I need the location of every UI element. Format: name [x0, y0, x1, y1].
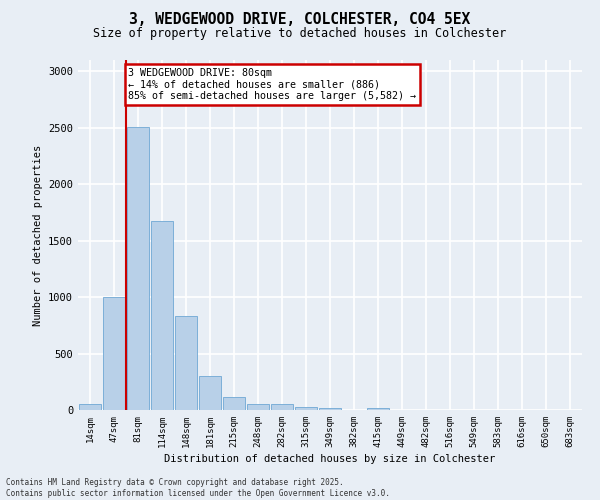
Bar [247, 404, 269, 410]
Bar [127, 127, 149, 410]
Bar [367, 408, 389, 410]
Bar [199, 376, 221, 410]
Bar [175, 316, 197, 410]
X-axis label: Distribution of detached houses by size in Colchester: Distribution of detached houses by size … [164, 454, 496, 464]
Bar [223, 397, 245, 410]
Bar [151, 222, 173, 410]
Text: 3 WEDGEWOOD DRIVE: 80sqm
← 14% of detached houses are smaller (886)
85% of semi-: 3 WEDGEWOOD DRIVE: 80sqm ← 14% of detach… [128, 68, 416, 101]
Y-axis label: Number of detached properties: Number of detached properties [32, 144, 43, 326]
Bar [79, 404, 101, 410]
Bar [103, 296, 125, 410]
Bar [271, 404, 293, 410]
Text: Contains HM Land Registry data © Crown copyright and database right 2025.
Contai: Contains HM Land Registry data © Crown c… [6, 478, 390, 498]
Text: 3, WEDGEWOOD DRIVE, COLCHESTER, CO4 5EX: 3, WEDGEWOOD DRIVE, COLCHESTER, CO4 5EX [130, 12, 470, 28]
Bar [319, 408, 341, 410]
Bar [295, 406, 317, 410]
Text: Size of property relative to detached houses in Colchester: Size of property relative to detached ho… [94, 28, 506, 40]
